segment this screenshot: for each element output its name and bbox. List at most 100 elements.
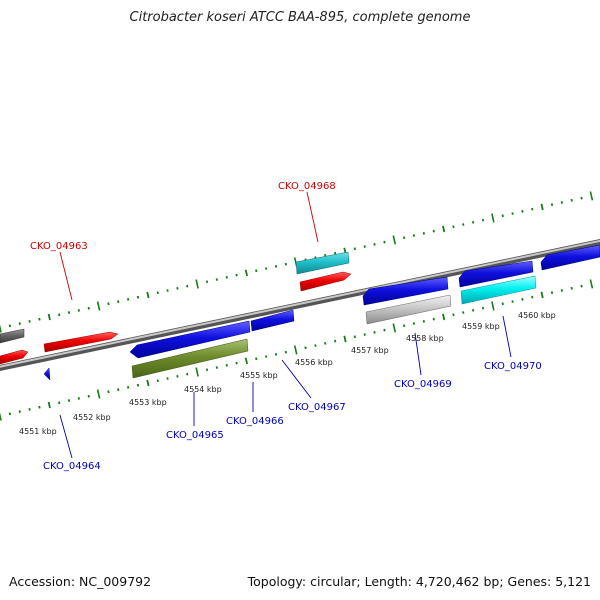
gene-red-4556[interactable] bbox=[299, 271, 352, 292]
genome-backbone-highlight bbox=[0, 239, 600, 368]
gene-cko-04964[interactable] bbox=[43, 367, 51, 381]
reverse-rail-tick bbox=[18, 410, 21, 413]
forward-rail-tick bbox=[531, 207, 534, 211]
reverse-rail-tick bbox=[531, 295, 534, 299]
forward-rail-tick bbox=[186, 284, 189, 288]
reverse-rail-tick bbox=[255, 357, 258, 361]
forward-rail-tick bbox=[136, 295, 140, 299]
kbp-label-4553: 4553 kbp bbox=[129, 398, 167, 407]
reverse-rail-tick bbox=[432, 317, 435, 321]
reverse-rail-tick bbox=[215, 366, 218, 369]
reverse-rail-tick bbox=[225, 364, 228, 367]
leader-cko-04969 bbox=[414, 332, 422, 376]
label-cko-04964[interactable]: CKO_04964 bbox=[43, 461, 101, 472]
gene-cko-04970[interactable] bbox=[460, 275, 537, 305]
reverse-rail-tick bbox=[107, 390, 110, 394]
label-cko-04969[interactable]: CKO_04969 bbox=[394, 379, 452, 390]
reverse-rail-tick bbox=[176, 375, 179, 378]
forward-rail-tick bbox=[334, 251, 337, 255]
reverse-rail-tick bbox=[38, 405, 41, 409]
forward-rail-tick bbox=[195, 279, 199, 289]
forward-rail-tick bbox=[87, 306, 90, 310]
kbp-labels: 4551 kbp 4552 kbp 4553 kbp 4554 kbp 4555… bbox=[19, 311, 556, 436]
label-cko-04966[interactable]: CKO_04966 bbox=[226, 416, 284, 427]
label-cko-04968[interactable]: CKO_04968 bbox=[278, 181, 336, 192]
label-leaders bbox=[59, 191, 512, 459]
forward-features bbox=[0, 251, 352, 365]
forward-rail-tick bbox=[67, 311, 71, 315]
kbp-label-4555: 4555 kbp bbox=[240, 371, 278, 380]
kbp-label-4560: 4560 kbp bbox=[518, 311, 556, 320]
reverse-rail-tick bbox=[265, 355, 268, 358]
gene-blue-4560-partial[interactable] bbox=[540, 244, 600, 271]
reverse-rail-tick bbox=[156, 379, 159, 383]
gene-blue-4559[interactable] bbox=[458, 260, 534, 288]
forward-rail-tick bbox=[274, 264, 278, 268]
gene-cko-04965[interactable] bbox=[129, 320, 251, 359]
forward-rail-tick bbox=[225, 276, 228, 279]
kbp-label-4559: 4559 kbp bbox=[462, 322, 500, 331]
gene-left-red-partial[interactable] bbox=[0, 349, 29, 365]
forward-rail-tick bbox=[166, 289, 169, 292]
gene-labels: CKO_04963 CKO_04968 CKO_04964 CKO_04965 … bbox=[30, 181, 542, 472]
gene-cko-04965-olive[interactable] bbox=[131, 338, 249, 379]
reverse-rail-tick bbox=[343, 335, 347, 343]
reverse-rail-tick bbox=[67, 399, 71, 403]
forward-rail-tick bbox=[244, 269, 248, 277]
gene-cko-04968[interactable] bbox=[295, 251, 350, 275]
label-cko-04963[interactable]: CKO_04963 bbox=[30, 241, 88, 252]
forward-rail-tick bbox=[589, 191, 594, 201]
forward-rail-tick bbox=[501, 214, 504, 218]
forward-rail-tick bbox=[96, 301, 101, 311]
forward-rail-tick bbox=[38, 317, 41, 321]
forward-rail-tick bbox=[570, 198, 573, 202]
forward-rail-tick bbox=[560, 201, 563, 204]
reverse-rail-tick bbox=[58, 401, 61, 405]
reverse-tick-rail bbox=[0, 279, 594, 421]
kbp-label-4557: 4557 kbp bbox=[351, 346, 389, 355]
forward-rail-tick bbox=[28, 320, 31, 323]
gene-left-dark-partial[interactable] bbox=[0, 328, 25, 344]
gene-cko-04969-gray[interactable] bbox=[365, 294, 452, 325]
leader-cko-04970 bbox=[502, 315, 512, 358]
forward-rail-tick bbox=[18, 322, 21, 325]
kbp-label-4551: 4551 kbp bbox=[19, 427, 57, 436]
label-cko-04965[interactable]: CKO_04965 bbox=[166, 430, 224, 441]
reverse-rail-tick bbox=[472, 309, 475, 312]
label-cko-04970[interactable]: CKO_04970 bbox=[484, 361, 542, 372]
reverse-rail-tick bbox=[146, 379, 150, 387]
reverse-rail-tick bbox=[392, 323, 397, 333]
forward-rail-tick bbox=[284, 262, 287, 266]
forward-rail-tick bbox=[392, 235, 397, 245]
leader-cko-04963 bbox=[59, 251, 73, 301]
reverse-rail-tick bbox=[481, 306, 485, 310]
reverse-rail-tick bbox=[462, 311, 465, 314]
forward-rail-tick bbox=[215, 278, 218, 281]
forward-rail-tick bbox=[363, 245, 366, 248]
forward-rail-tick bbox=[255, 269, 258, 273]
reverse-rail-tick bbox=[403, 324, 406, 328]
genome-backbone bbox=[0, 239, 600, 371]
forward-rail-tick bbox=[383, 240, 386, 244]
kbp-label-4556: 4556 kbp bbox=[295, 358, 333, 367]
label-cko-04967[interactable]: CKO_04967 bbox=[288, 402, 346, 413]
reverse-rail-tick bbox=[284, 350, 287, 354]
map-title: Citrobacter koseri ATCC BAA-895, complet… bbox=[129, 10, 471, 25]
gene-cko-04966[interactable] bbox=[250, 309, 295, 332]
reverse-rail-tick bbox=[422, 320, 425, 323]
reverse-rail-tick bbox=[96, 389, 101, 399]
forward-rail-tick bbox=[481, 218, 485, 222]
reverse-rail-tick bbox=[373, 331, 376, 334]
forward-rail-tick bbox=[117, 300, 120, 303]
forward-rail-tick bbox=[403, 236, 406, 240]
forward-rail-tick bbox=[265, 267, 268, 270]
reverse-rail-tick bbox=[412, 322, 416, 325]
forward-rail-tick bbox=[580, 196, 583, 200]
forward-rail-tick bbox=[353, 247, 356, 251]
reverse-rail-tick bbox=[452, 313, 455, 317]
gene-cko-04969[interactable] bbox=[362, 276, 449, 306]
forward-rail-tick bbox=[107, 302, 110, 306]
kbp-label-4552: 4552 kbp bbox=[73, 413, 111, 422]
gene-cko-04963[interactable] bbox=[43, 331, 119, 353]
